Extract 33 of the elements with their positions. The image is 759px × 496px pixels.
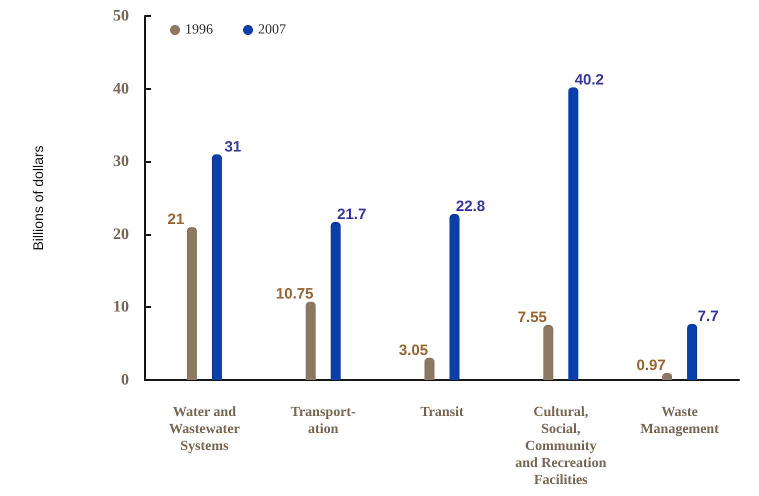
y-tick-label: 50 bbox=[113, 8, 129, 24]
bar bbox=[424, 358, 434, 380]
x-tick-label: Transport- ation bbox=[290, 405, 356, 437]
y-tick-label: 0 bbox=[121, 372, 129, 388]
bar bbox=[186, 227, 197, 380]
bar bbox=[687, 324, 698, 380]
data-label: 7.7 bbox=[698, 308, 719, 325]
y-axis-title: Billions of dollars bbox=[30, 145, 46, 251]
x-tick-label: Waste Management bbox=[640, 405, 720, 437]
bar bbox=[212, 154, 222, 380]
x-tick-label: Cultural, Social, Community and Recreation Facilities bbox=[515, 405, 607, 488]
x-tick-label: Transit bbox=[420, 405, 464, 420]
y-tick-label: 20 bbox=[113, 226, 129, 243]
bar bbox=[330, 222, 341, 380]
data-label: 0.97 bbox=[636, 356, 666, 374]
data-label: 40.2 bbox=[574, 71, 604, 88]
legend-label: 1996 bbox=[185, 22, 213, 38]
legend-label: 2007 bbox=[258, 22, 286, 38]
bar bbox=[450, 214, 460, 380]
data-label: 7.55 bbox=[518, 309, 547, 326]
data-label: 3.05 bbox=[398, 342, 428, 359]
y-tick-label: 10 bbox=[113, 298, 129, 316]
data-label: 21.7 bbox=[337, 206, 366, 224]
data-label: 21 bbox=[168, 211, 184, 228]
data-label: 31 bbox=[224, 138, 242, 156]
data-label: 10.75 bbox=[276, 286, 314, 303]
bar bbox=[306, 302, 316, 380]
x-tick-label: Water and Wastewater Systems bbox=[169, 405, 240, 454]
y-tick-label: 40 bbox=[113, 80, 129, 98]
y-tick-label: 30 bbox=[113, 153, 129, 170]
bar bbox=[568, 87, 578, 380]
data-label: 22.8 bbox=[456, 198, 486, 216]
bar bbox=[543, 325, 554, 380]
